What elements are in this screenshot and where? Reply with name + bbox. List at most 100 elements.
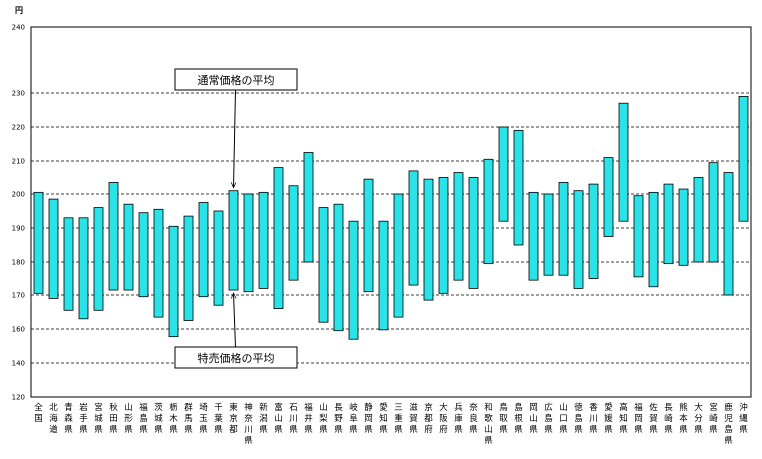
category-label: 栃木県 (169, 402, 178, 435)
price-range-bar (228, 190, 239, 291)
category-label: 香川県 (589, 402, 598, 435)
price-range-bar (708, 162, 719, 263)
category-label: 熊本県 (679, 402, 688, 435)
category-label: 千葉県 (214, 402, 223, 435)
category-label: 鳥取県 (499, 402, 508, 435)
callout-label: 特売価格の平均 (198, 351, 275, 365)
price-range-bar (168, 225, 179, 338)
category-label: 埼玉県 (199, 402, 208, 435)
price-range-bar (558, 182, 569, 276)
y-tick-label: 220 (12, 124, 25, 132)
price-range-bar (663, 183, 674, 265)
category-label: 福井県 (304, 402, 313, 435)
category-label: 京都府 (424, 402, 433, 435)
category-label: 鹿児島県 (724, 402, 733, 446)
callout-label: 通常価格の平均 (198, 73, 275, 87)
price-range-bar (273, 167, 284, 310)
category-label: 大阪府 (439, 402, 448, 435)
y-tick-label: 190 (12, 225, 25, 233)
category-label: 広島県 (544, 402, 553, 435)
price-range-bar (468, 177, 479, 289)
category-label: 山形県 (124, 402, 133, 435)
callout-arrow (234, 89, 236, 188)
price-range-bar (618, 102, 629, 222)
price-range-bar (648, 191, 659, 288)
category-label: 新潟県 (259, 402, 268, 435)
price-range-bar (393, 193, 404, 318)
category-label: 静岡県 (364, 402, 373, 435)
category-label: 秋田県 (109, 402, 118, 435)
y-axis-unit: 円 (15, 6, 23, 15)
price-range-bar (348, 220, 359, 340)
callout-arrow (234, 293, 236, 348)
y-tick-label: 230 (12, 90, 25, 98)
category-label: 兵庫県 (454, 402, 463, 435)
price-range-bar (498, 126, 509, 222)
price-range-bar (258, 191, 269, 289)
y-tick-label: 160 (12, 326, 25, 334)
category-label: 大分県 (694, 402, 703, 435)
category-label: 宮崎県 (709, 402, 718, 435)
price-range-bar (288, 185, 299, 281)
price-range-bar (693, 177, 704, 263)
y-tick-label: 170 (12, 292, 25, 300)
category-label: 島根県 (514, 402, 523, 435)
category-label: 青森県 (64, 402, 73, 435)
y-tick-label: 240 (12, 24, 25, 32)
price-range-bar (633, 195, 644, 278)
category-label: 北海道 (49, 403, 58, 435)
category-label: 和歌山県 (484, 403, 493, 446)
category-label: 神奈川県 (244, 402, 253, 446)
price-range-bar (378, 220, 389, 331)
price-range-bar (603, 157, 614, 237)
category-label: 佐賀県 (649, 402, 658, 435)
price-range-bar (423, 178, 434, 301)
price-range-bar (483, 158, 494, 265)
price-range-bar (543, 193, 554, 276)
category-label: 奈良県 (469, 402, 478, 435)
price-range-bar (33, 191, 44, 294)
y-tick-label: 120 (12, 394, 25, 402)
category-label: 岐阜県 (349, 402, 358, 435)
price-range-bar (183, 215, 194, 321)
price-range-bar (243, 193, 254, 293)
price-range-bar (333, 203, 344, 332)
y-tick-label: 180 (12, 259, 25, 267)
price-range-bar (108, 182, 119, 291)
price-range-bar (318, 207, 329, 323)
category-label: 沖縄県 (739, 402, 748, 435)
category-label: 山梨県 (319, 402, 328, 435)
callout-box (174, 68, 298, 91)
price-range-bar (438, 177, 449, 294)
category-label: 福岡県 (634, 402, 643, 435)
y-tick-label: 200 (12, 191, 25, 199)
price-range-bar (63, 217, 74, 311)
price-range-bar (408, 170, 419, 286)
category-label: 全国 (34, 402, 43, 424)
price-range-bar (528, 191, 539, 281)
category-label: 愛媛県 (604, 402, 613, 435)
category-label: 宮城県 (94, 402, 103, 435)
price-range-bar (573, 190, 584, 289)
category-label: 滋賀県 (409, 402, 418, 435)
price-range-bar (78, 217, 89, 320)
price-range-bar (153, 208, 164, 318)
category-label: 高知県 (619, 402, 628, 435)
price-range-bar (588, 183, 599, 279)
category-label: 茨城県 (154, 402, 163, 435)
category-label: 岩手県 (79, 402, 88, 435)
category-label: 福島県 (139, 402, 148, 435)
price-range-bar (363, 178, 374, 293)
category-label: 三重県 (394, 403, 403, 435)
price-range-bar (453, 172, 464, 281)
price-range-bar (513, 129, 524, 246)
price-range-bar (48, 198, 59, 299)
category-label: 岡山県 (529, 403, 538, 435)
category-label: 富山県 (274, 402, 283, 435)
price-range-bar (123, 203, 134, 291)
category-label: 石川県 (289, 403, 298, 435)
price-range-bar (678, 188, 689, 266)
category-label: 山口県 (559, 402, 568, 435)
callout-box (174, 346, 298, 369)
